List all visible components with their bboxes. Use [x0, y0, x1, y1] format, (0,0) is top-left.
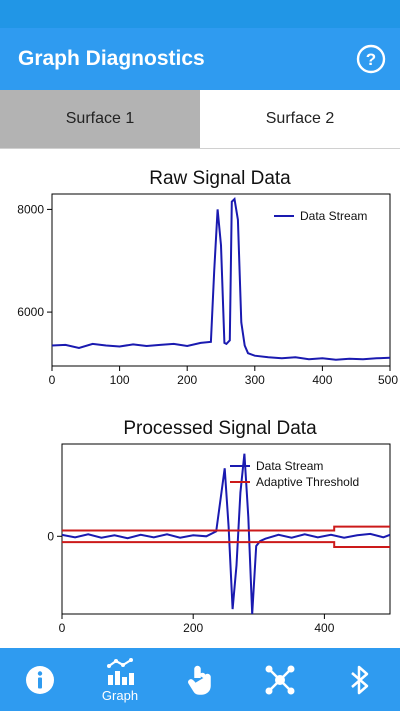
app-title: Graph Diagnostics	[18, 47, 205, 70]
help-circle-icon[interactable]: ?	[356, 44, 386, 74]
raw-signal-chart-svg: Raw Signal Data 0 100 200 300 400 500 6000 8000 D…	[17, 168, 398, 387]
plot-frame	[51, 193, 391, 367]
x-tick-label: 200	[183, 621, 203, 635]
nav-network[interactable]	[245, 650, 315, 710]
network-icon	[265, 665, 295, 694]
graph-icon	[107, 657, 134, 685]
series-line-0	[52, 197, 390, 361]
info-icon	[26, 665, 54, 694]
tab-surface-1-label: Surface 1	[65, 110, 135, 127]
x-tick-label: 200	[177, 373, 197, 387]
series-line-0	[62, 453, 390, 614]
svg-text:?: ?	[366, 50, 376, 69]
nav-graph[interactable]: Graph	[85, 650, 155, 710]
threshold-lower-line	[62, 541, 390, 548]
threshold-upper-line	[62, 525, 390, 532]
chart-title: Raw Signal Data	[149, 168, 291, 189]
nav-bluetooth[interactable]	[325, 650, 395, 710]
plot-frame	[61, 443, 391, 615]
y-tick-label: 0	[47, 529, 54, 543]
legend-label: Data Stream	[300, 209, 367, 223]
status-bar	[0, 0, 400, 28]
raw-signal-chart: Raw Signal Data 0 100 200 300 400 500 6000 8000 D…	[0, 160, 400, 400]
processed-signal-chart: Processed Signal Data 0 200 400 0 Data Stream…	[0, 408, 400, 648]
surface-tabs: Surface 1 Surface 2	[0, 90, 400, 149]
tab-surface-2[interactable]: Surface 2	[200, 90, 400, 148]
legend-label: Data Stream	[256, 459, 323, 473]
processed-signal-chart-svg: Processed Signal Data 0 200 400 0 Data Stream…	[47, 418, 391, 635]
touch-icon	[188, 665, 211, 695]
x-tick-label: 0	[49, 373, 56, 387]
y-tick-label: 6000	[17, 305, 44, 319]
x-tick-label: 400	[312, 373, 332, 387]
app-bar: Graph Diagnostics ?	[0, 28, 400, 90]
nav-touch[interactable]	[165, 650, 235, 710]
nav-graph-label: Graph	[101, 687, 139, 703]
x-tick-label: 100	[110, 373, 130, 387]
tab-surface-2-label: Surface 2	[265, 110, 335, 127]
y-tick-label: 8000	[17, 202, 44, 216]
tab-surface-1[interactable]: Surface 1	[0, 90, 200, 148]
chart-title: Processed Signal Data	[123, 418, 317, 439]
bluetooth-icon	[351, 665, 369, 694]
x-tick-label: 500	[378, 373, 398, 387]
legend-label: Adaptive Threshold	[256, 475, 359, 489]
bottom-nav: Graph	[0, 648, 400, 711]
x-tick-label: 400	[314, 621, 334, 635]
x-tick-label: 300	[245, 373, 265, 387]
x-tick-label: 0	[59, 621, 66, 635]
nav-info[interactable]	[5, 650, 75, 710]
